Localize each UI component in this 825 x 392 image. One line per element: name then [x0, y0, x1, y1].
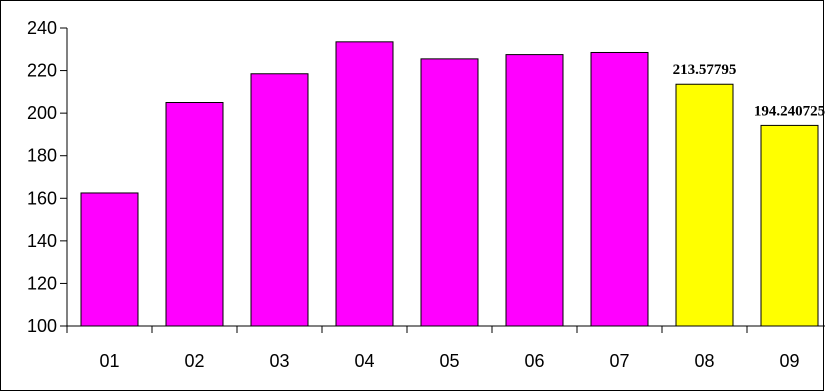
x-tick-label: 05	[439, 351, 459, 371]
bar-series	[80, 41, 819, 327]
bar-04	[335, 41, 394, 327]
y-tick-label: 100	[27, 316, 57, 336]
data-label-09: 194.240725	[754, 103, 825, 119]
data-label-08: 213.57795	[673, 62, 737, 78]
bar-06	[505, 54, 564, 327]
y-tick-label: 120	[27, 273, 57, 293]
x-tick-label: 08	[694, 351, 714, 371]
x-tick-label: 09	[779, 351, 799, 371]
y-tick-label: 200	[27, 103, 57, 123]
bar-05	[420, 58, 479, 327]
x-tick-label: 03	[269, 351, 289, 371]
x-tick-label: 04	[354, 351, 374, 371]
y-tick-label: 160	[27, 188, 57, 208]
y-tick-label: 220	[27, 61, 57, 81]
x-axis: 01 02 03 04 05 06 07 08 09	[66, 325, 825, 371]
bar-09	[760, 124, 819, 327]
bar-08	[675, 83, 734, 327]
y-tick-label: 140	[27, 231, 57, 251]
y-axis: 100 120 140 160 180 200 220 240	[27, 18, 68, 336]
bar-03	[250, 73, 309, 327]
x-tick-label: 07	[609, 351, 629, 371]
x-tick-label: 06	[524, 351, 544, 371]
data-labels: 213.57795 194.240725	[673, 62, 825, 119]
bar-01	[80, 192, 139, 327]
x-tick-label: 01	[99, 351, 119, 371]
bar-02	[165, 102, 224, 327]
bar-07	[590, 51, 649, 327]
x-tick-label: 02	[184, 351, 204, 371]
y-tick-label: 180	[27, 146, 57, 166]
y-tick-label: 240	[27, 18, 57, 38]
